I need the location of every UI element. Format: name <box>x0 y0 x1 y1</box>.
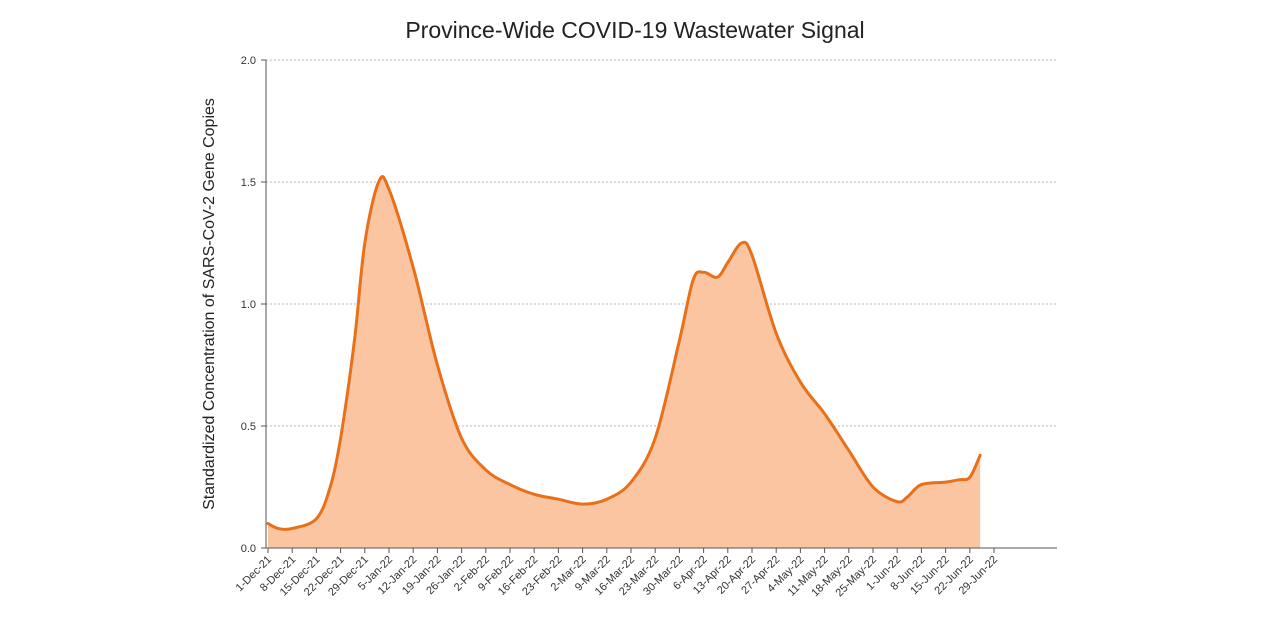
y-tick-label: 0.5 <box>241 421 256 433</box>
x-tick-labels: 1-Dec-218-Dec-2115-Dec-2122-Dec-2129-Dec… <box>234 554 1000 600</box>
y-tick-labels: 0.0 0.5 1.0 1.5 2.0 <box>241 55 256 555</box>
y-tick-label: 1.5 <box>241 177 256 189</box>
axes <box>261 59 1057 553</box>
y-axis-label: Standardized Concentration of SARS-CoV-2… <box>201 98 218 510</box>
y-tick-label: 1.0 <box>241 299 256 311</box>
series-area-fill <box>268 176 981 548</box>
plot-area <box>266 175 982 548</box>
y-tick-label: 2.0 <box>241 55 256 67</box>
series-line <box>266 175 982 531</box>
y-tick-label: 0.0 <box>241 543 256 555</box>
chart-title: Province-Wide COVID-19 Wastewater Signal <box>405 17 864 43</box>
